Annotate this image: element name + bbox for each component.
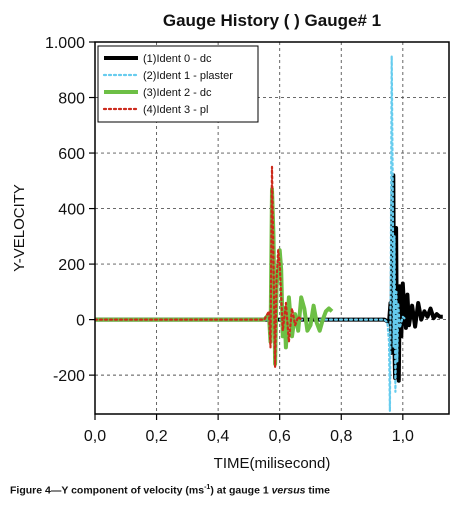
caption-italic: versus	[271, 484, 306, 497]
caption-prefix: Figure 4—Y component of velocity (ms	[10, 484, 205, 497]
x-axis-label: TIME(milisecond)	[214, 455, 331, 472]
series-line-4	[93, 165, 303, 368]
caption-superscript: -1	[204, 484, 211, 491]
x-tick-label: 0,0	[84, 428, 106, 445]
x-tick-label: 1,0	[392, 428, 414, 445]
legend-entry-4: (4)Ident 3 - pl	[143, 104, 208, 116]
series-line-1	[95, 173, 443, 383]
legend-entry-3: (3)Ident 2 - dc	[143, 87, 212, 99]
x-tick-label: 0,8	[330, 428, 352, 445]
legend-entry-1: (1)Ident 0 - dc	[143, 53, 212, 65]
ticks: 0,0 0,2 0,4 0,6 0,8 1,0 -200 0 200 400 600 800 1.000	[45, 35, 414, 445]
series-layer	[93, 54, 443, 413]
y-axis-label: Y-VELOCITY	[11, 184, 28, 272]
y-tick-label: -200	[53, 368, 85, 385]
y-tick-label: 1.000	[45, 35, 85, 52]
y-tick-label: 800	[58, 91, 85, 108]
caption-suffix: time	[305, 484, 330, 497]
y-tick-label: 0	[76, 313, 85, 330]
y-tick-label: 400	[58, 202, 85, 219]
chart-title: Gauge History ( ) Gauge# 1	[163, 11, 381, 30]
x-tick-label: 0,2	[145, 428, 167, 445]
plot-border	[94, 41, 450, 415]
chart: Gauge History ( ) Gauge# 1 0,0 0,2 0,4 0,6 0…	[11, 11, 450, 472]
y-tick-label: 600	[58, 146, 85, 163]
series-line-2	[93, 54, 407, 413]
figure-caption: Figure 4—Y component of velocity (ms-1) …	[10, 484, 330, 497]
y-tick-label: 200	[58, 257, 85, 274]
legend: (1)Ident 0 - dc (2)Ident 1 - plaster (3)Id…	[97, 45, 259, 123]
legend-entry-2: (2)Ident 1 - plaster	[143, 70, 233, 82]
caption-middle: ) at gauge 1	[210, 484, 272, 497]
x-tick-label: 0,6	[269, 428, 291, 445]
x-tick-label: 0,4	[207, 428, 229, 445]
